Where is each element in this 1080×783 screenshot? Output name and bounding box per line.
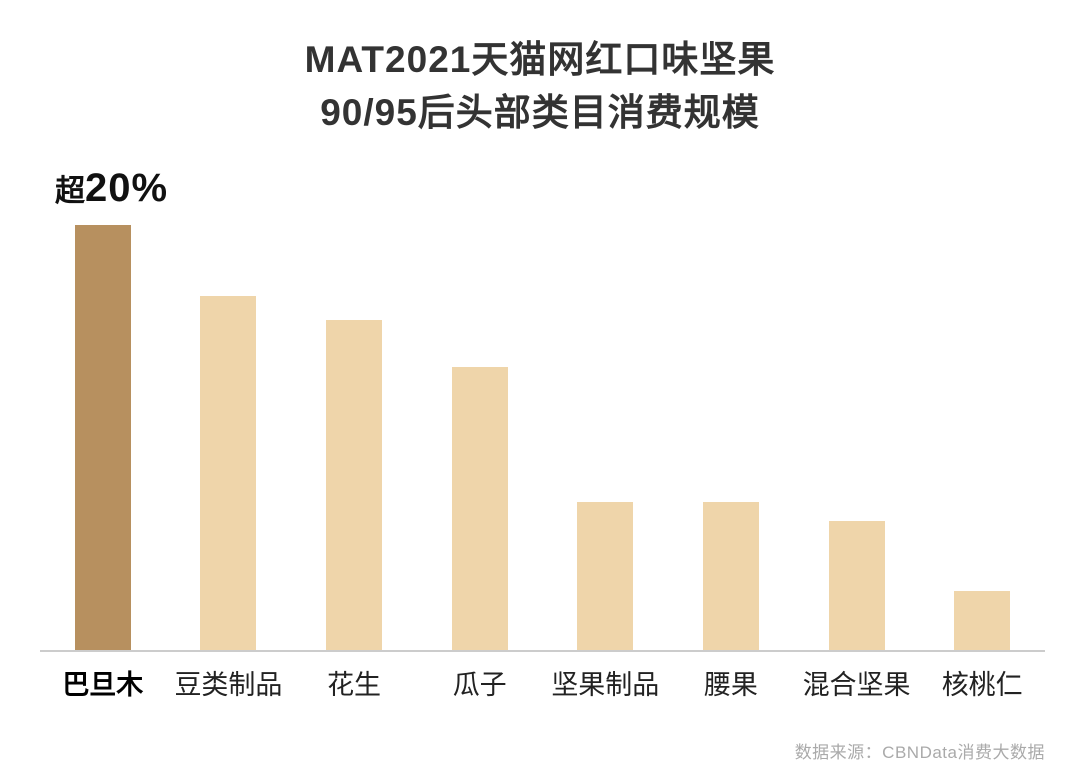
chart-title-line-1: MAT2021天猫网红口味坚果 <box>304 39 776 80</box>
category-label-6: 混合坚果 <box>802 670 911 700</box>
bar-核桃仁 <box>954 591 1011 650</box>
category-label-7: 核桃仁 <box>941 670 1023 700</box>
top-bar-annotation: 超 20% <box>55 166 168 211</box>
bar-column-3 <box>417 215 543 650</box>
bar-column-2 <box>291 215 417 650</box>
plot-area <box>40 215 1045 650</box>
category-label-3: 瓜子 <box>452 670 507 700</box>
category-labels-row: 巴旦木 豆类制品 花生 瓜子 坚果制品 腰果 混合坚果 核桃仁 <box>40 663 1045 702</box>
bar-column-5 <box>668 215 794 650</box>
x-axis-line <box>40 650 1045 652</box>
bar-混合坚果 <box>828 520 885 650</box>
chart-title-line-2: 90/95后头部类目消费规模 <box>320 91 760 133</box>
bar-巴旦木 <box>74 225 131 650</box>
bar-瓜子 <box>451 366 508 650</box>
bar-花生 <box>326 320 383 650</box>
data-source: 数据来源：CBNData消费大数据 <box>794 743 1045 762</box>
annotation-value: 20% <box>85 166 169 210</box>
bar-column-1 <box>166 215 292 650</box>
annotation-prefix: 超 <box>55 175 85 208</box>
category-label-2: 花生 <box>327 670 382 700</box>
category-label-1: 豆类制品 <box>174 670 283 700</box>
category-label-0: 巴旦木 <box>62 670 144 700</box>
bar-column-7 <box>919 215 1045 650</box>
bar-column-6 <box>794 215 920 650</box>
bar-腰果 <box>702 502 759 650</box>
bar-豆类制品 <box>200 295 257 650</box>
category-label-5: 腰果 <box>703 670 758 700</box>
category-label-4: 坚果制品 <box>551 670 660 700</box>
bar-column-4 <box>543 215 669 650</box>
chart-title: MAT2021天猫网红口味坚果 90/95后头部类目消费规模 <box>0 0 1080 139</box>
bar-坚果制品 <box>577 502 634 650</box>
bar-column-0 <box>40 215 166 650</box>
